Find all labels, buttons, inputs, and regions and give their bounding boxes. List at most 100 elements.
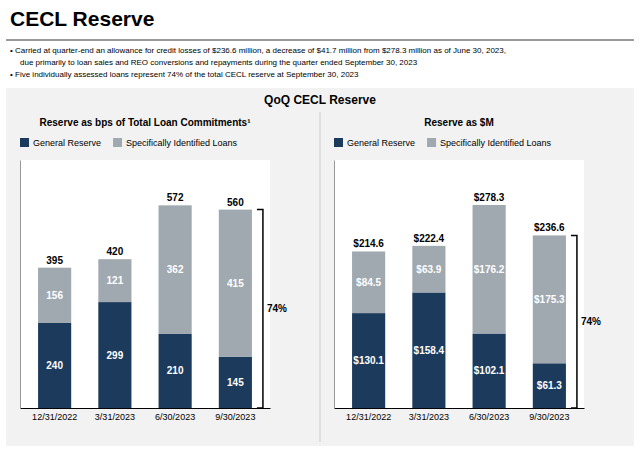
x-tick: 6/30/2023 <box>469 408 509 422</box>
bar <box>219 357 252 408</box>
y-axis <box>334 161 335 409</box>
x-tick: 12/31/2022 <box>32 408 77 422</box>
data-label: 121 <box>107 275 124 286</box>
bar <box>352 313 385 408</box>
legend: General Reserve Specifically Identified L… <box>334 138 552 148</box>
legend-swatch <box>113 138 122 147</box>
x-axis-line <box>335 408 585 409</box>
chart-page: CECL Reserve • Carried at quarter-end an … <box>0 0 640 451</box>
total-label: $236.6 <box>534 222 565 233</box>
total-label: 395 <box>46 255 63 266</box>
legend-item: Specifically Identified Loans <box>427 138 552 148</box>
legend-item: General Reserve <box>334 138 415 148</box>
legend-label: General Reserve <box>347 138 415 148</box>
data-label: 210 <box>167 365 184 376</box>
legend-label: Specifically Identified Loans <box>440 138 552 148</box>
legend-item: General Reserve <box>20 138 101 148</box>
x-axis: 12/31/2022 3/31/2023 6/30/2023 9/30/2023 <box>21 408 271 422</box>
total-label: $222.4 <box>414 233 445 244</box>
x-tick-label: 9/30/2023 <box>529 412 569 422</box>
bracket-label: 74% <box>267 303 287 314</box>
x-tick-label: 12/31/2022 <box>346 412 391 422</box>
x-tick-label: 3/31/2023 <box>409 412 449 422</box>
legend: General Reserve Specifically Identified L… <box>20 138 238 148</box>
data-label: $84.5 <box>356 277 381 288</box>
x-tick-label: 12/31/2022 <box>32 412 77 422</box>
x-tick: 3/31/2023 <box>95 408 135 422</box>
data-label: 415 <box>227 278 244 289</box>
legend-item: Specifically Identified Loans <box>113 138 238 148</box>
x-tick-label: 9/30/2023 <box>215 412 255 422</box>
chart: Reserve as $M General Reserve Specifically… <box>334 117 601 422</box>
bar <box>533 235 566 363</box>
x-tick: 6/30/2023 <box>155 408 195 422</box>
bar-series <box>352 205 566 363</box>
plot-background <box>334 160 584 408</box>
data-label: 362 <box>167 264 184 275</box>
total-label: 420 <box>107 246 124 257</box>
data-label: $102.1 <box>474 365 505 376</box>
bar <box>412 246 445 293</box>
total-label: 560 <box>227 197 244 208</box>
data-label: $158.4 <box>414 345 445 356</box>
plot-background <box>20 160 270 408</box>
x-tick-label: 6/30/2023 <box>469 412 509 422</box>
chart-panel <box>6 88 634 446</box>
bracket-label: 74% <box>581 316 601 327</box>
data-labels: $130.1$158.4$102.1$61.3$84.5$63.9$176.2$… <box>353 192 565 391</box>
bar <box>38 268 71 323</box>
bar <box>533 363 566 408</box>
x-axis: 12/31/2022 3/31/2023 6/30/2023 9/30/2023 <box>335 408 585 422</box>
title-rule <box>6 40 634 41</box>
chart: Reserve as bps of Total Loan Commitments… <box>20 117 287 422</box>
x-tick: 12/31/2022 <box>346 408 391 422</box>
bars <box>352 205 566 408</box>
bracket <box>571 235 577 408</box>
data-labels: 240 299 210 145 156 121 362 415 395 420 572 560 <box>46 192 244 387</box>
bar <box>38 323 71 408</box>
data-label: 145 <box>227 377 244 388</box>
bar <box>473 334 506 408</box>
x-tick-label: 3/31/2023 <box>95 412 135 422</box>
legend-label: Specifically Identified Loans <box>126 138 238 148</box>
bar <box>412 292 445 408</box>
bar <box>159 205 192 333</box>
bar <box>159 334 192 408</box>
data-label: $130.1 <box>353 355 384 366</box>
bullet-text: • Five individually assessed loans repre… <box>10 70 359 79</box>
data-label: $175.3 <box>534 294 565 305</box>
chart-subtitle: QoQ CECL Reserve <box>264 93 376 107</box>
panel-divider <box>320 112 321 442</box>
bar <box>98 302 131 408</box>
data-label: 156 <box>46 290 63 301</box>
bracket <box>257 210 263 408</box>
data-label: 240 <box>46 360 63 371</box>
bar <box>352 251 385 313</box>
x-tick-label: 6/30/2023 <box>155 412 195 422</box>
y-axis-line <box>20 161 21 409</box>
total-label: $278.3 <box>474 192 505 203</box>
bullet-text: due primarily to loan sales and REO conv… <box>20 58 418 67</box>
data-label: $63.9 <box>416 264 441 275</box>
bullet-text: • Carried at quarter-end an allowance fo… <box>10 46 506 55</box>
legend-swatch <box>334 138 343 147</box>
bar-series <box>38 205 252 356</box>
bar <box>473 205 506 334</box>
y-axis-line <box>334 161 335 409</box>
chart-title: Reserve as $M <box>424 117 494 128</box>
y-axis <box>20 161 21 409</box>
x-tick: 9/30/2023 <box>529 408 569 422</box>
legend-label: General Reserve <box>33 138 101 148</box>
bar <box>98 259 131 302</box>
page-title: CECL Reserve <box>10 7 154 30</box>
bar <box>219 210 252 357</box>
data-label: 299 <box>107 350 124 361</box>
bars <box>38 205 252 408</box>
data-label: $176.2 <box>474 264 505 275</box>
total-label: 572 <box>167 192 184 203</box>
x-tick: 3/31/2023 <box>409 408 449 422</box>
x-axis-line <box>21 408 271 409</box>
chart-title: Reserve as bps of Total Loan Commitments… <box>40 117 252 128</box>
x-tick: 9/30/2023 <box>215 408 255 422</box>
total-label: $214.6 <box>353 238 384 249</box>
